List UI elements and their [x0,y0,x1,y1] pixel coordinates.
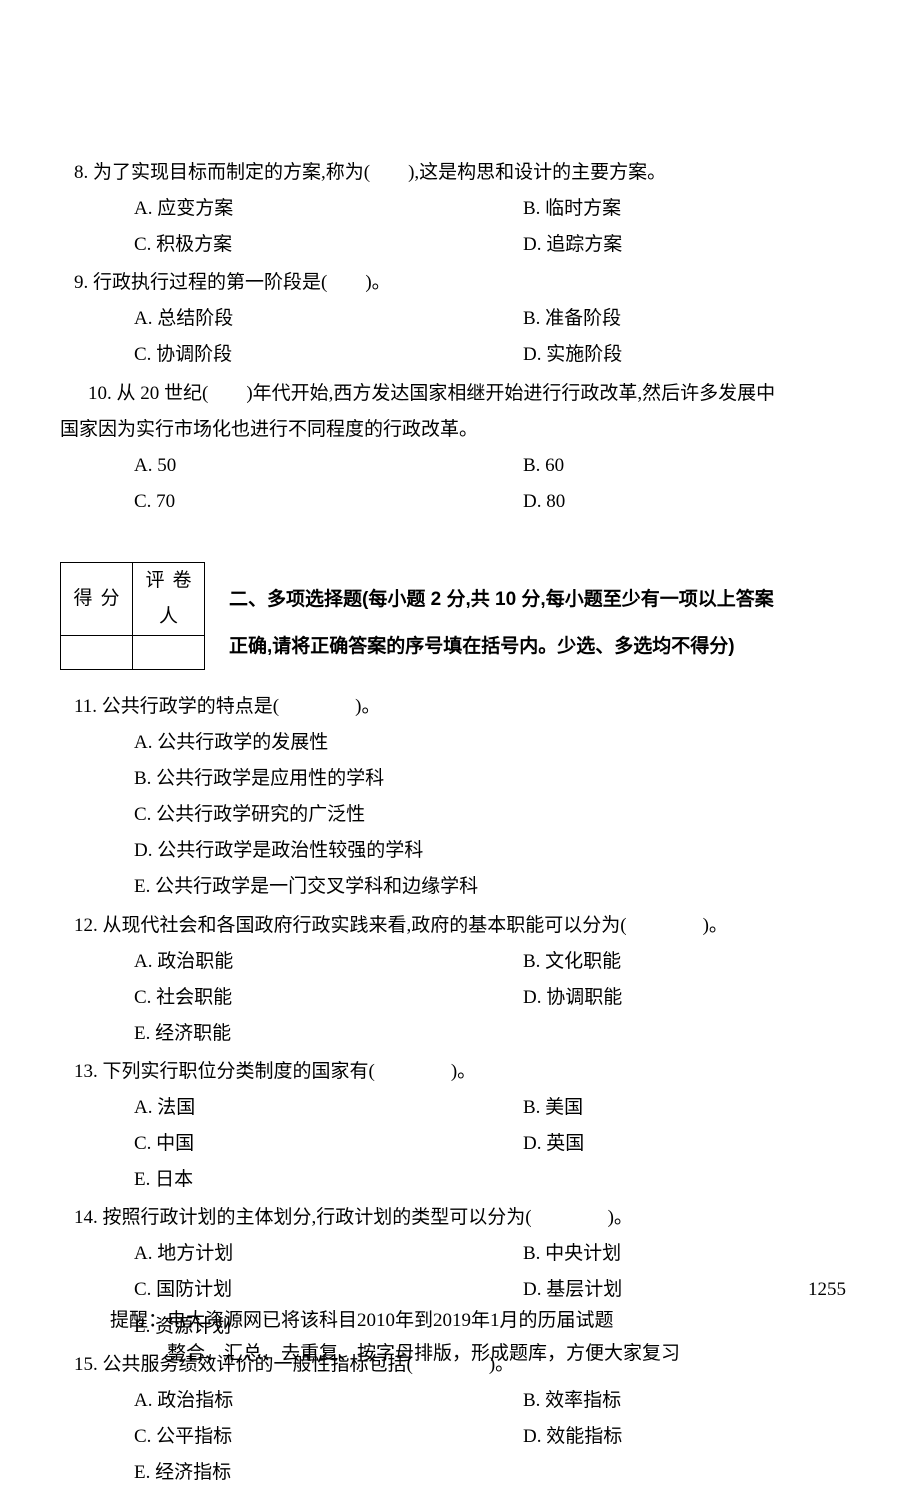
score-box-score-header: 得分 [61,562,133,635]
q8-option-b: B. 临时方案 [497,191,860,227]
q15-option-b: B. 效率指标 [497,1383,860,1419]
q13-option-a: A. 法国 [134,1090,497,1126]
q8-option-a: A. 应变方案 [134,191,497,227]
q8-option-c: C. 积极方案 [134,227,497,263]
q10-option-c: C. 70 [134,484,497,520]
q13-option-c: C. 中国 [134,1126,497,1162]
q12-option-a: A. 政治职能 [134,944,497,980]
question-9: 9. 行政执行过程的第一阶段是( )。 A. 总结阶段 B. 准备阶段 C. 协… [60,265,860,373]
section-2-header: 得分 评卷人 二、多项选择题(每小题 2 分,共 10 分,每小题至少有一项以上… [60,554,860,671]
q12-option-c: C. 社会职能 [134,980,497,1016]
q14-stem: 14. 按照行政计划的主体划分,行政计划的类型可以分为( )。 [60,1200,860,1236]
q14-option-d: D. 基层计划 [497,1272,860,1308]
q15-option-e: E. 经济指标 [134,1455,497,1491]
footer-line1: 提醒：电大资源网已将该科目2010年到2019年1月的历届试题 [110,1305,680,1337]
q11-stem: 11. 公共行政学的特点是( )。 [60,689,860,725]
q13-option-b: B. 美国 [497,1090,860,1126]
q13-stem: 13. 下列实行职位分类制度的国家有( )。 [60,1054,860,1090]
q12-options: A. 政治职能 B. 文化职能 C. 社会职能 D. 协调职能 E. 经济职能 [60,944,860,1052]
q13-option-d: D. 英国 [497,1126,860,1162]
q15-option-d: D. 效能指标 [497,1419,860,1455]
q11-options: A. 公共行政学的发展性 B. 公共行政学是应用性的学科 C. 公共行政学研究的… [60,725,860,905]
q15-options: A. 政治指标 B. 效率指标 C. 公平指标 D. 效能指标 E. 经济指标 [60,1383,860,1491]
q10-stem-line2: 国家因为实行市场化也进行不同程度的行政改革。 [60,412,860,448]
question-11: 11. 公共行政学的特点是( )。 A. 公共行政学的发展性 B. 公共行政学是… [60,689,860,906]
q11-option-a: A. 公共行政学的发展性 [134,725,860,761]
q10-option-d: D. 80 [497,484,860,520]
score-box-reviewer-header: 评卷人 [133,562,205,635]
q11-option-d: D. 公共行政学是政治性较强的学科 [134,833,860,869]
q12-option-b: B. 文化职能 [497,944,860,980]
q9-options: A. 总结阶段 B. 准备阶段 C. 协调阶段 D. 实施阶段 [60,301,860,373]
q9-option-d: D. 实施阶段 [497,337,860,373]
q10-option-b: B. 60 [497,448,860,484]
score-box-score-cell [61,636,133,670]
q13-option-e: E. 日本 [134,1162,497,1198]
question-10: 10. 从 20 世纪( )年代开始,西方发达国家相继开始进行行政改革,然后许多… [60,376,860,520]
q12-stem: 12. 从现代社会和各国政府行政实践来看,政府的基本职能可以分为( )。 [60,908,860,944]
q8-option-d: D. 追踪方案 [497,227,860,263]
score-box-reviewer-cell [133,636,205,670]
q14-option-c: C. 国防计划 [134,1272,497,1308]
question-12: 12. 从现代社会和各国政府行政实践来看,政府的基本职能可以分为( )。 A. … [60,908,860,1052]
q9-option-b: B. 准备阶段 [497,301,860,337]
q14-option-b: B. 中央计划 [497,1236,860,1272]
q15-option-a: A. 政治指标 [134,1383,497,1419]
footer-line2: 整合、汇总、去重复、按字母排版，形成题库，方便大家复习 [110,1338,680,1370]
question-13: 13. 下列实行职位分类制度的国家有( )。 A. 法国 B. 美国 C. 中国… [60,1054,860,1198]
q11-option-b: B. 公共行政学是应用性的学科 [134,761,860,797]
footer-note: 提醒：电大资源网已将该科目2010年到2019年1月的历届试题 整合、汇总、去重… [110,1305,680,1370]
q10-option-a: A. 50 [134,448,497,484]
section-2-title-line1: 二、多项选择题(每小题 2 分,共 10 分,每小题至少有一项以上答案 [229,589,774,610]
question-8: 8. 为了实现目标而制定的方案,称为( ),这是构思和设计的主要方案。 A. 应… [60,155,860,263]
q13-options: A. 法国 B. 美国 C. 中国 D. 英国 E. 日本 [60,1090,860,1198]
q15-option-c: C. 公平指标 [134,1419,497,1455]
q12-option-e: E. 经济职能 [134,1016,497,1052]
q11-option-e: E. 公共行政学是一门交叉学科和边缘学科 [134,869,860,905]
q9-option-c: C. 协调阶段 [134,337,497,373]
q11-option-c: C. 公共行政学研究的广泛性 [134,797,860,833]
q8-options: A. 应变方案 B. 临时方案 C. 积极方案 D. 追踪方案 [60,191,860,263]
q14-option-a: A. 地方计划 [134,1236,497,1272]
q8-stem: 8. 为了实现目标而制定的方案,称为( ),这是构思和设计的主要方案。 [60,155,860,191]
q9-stem: 9. 行政执行过程的第一阶段是( )。 [60,265,860,301]
page-number: 1255 [808,1272,846,1308]
score-box: 得分 评卷人 [60,562,205,670]
q12-option-d: D. 协调职能 [497,980,860,1016]
q10-options: A. 50 B. 60 C. 70 D. 80 [60,448,860,520]
q10-stem-line1: 10. 从 20 世纪( )年代开始,西方发达国家相继开始进行行政改革,然后许多… [60,376,860,412]
q9-option-a: A. 总结阶段 [134,301,497,337]
